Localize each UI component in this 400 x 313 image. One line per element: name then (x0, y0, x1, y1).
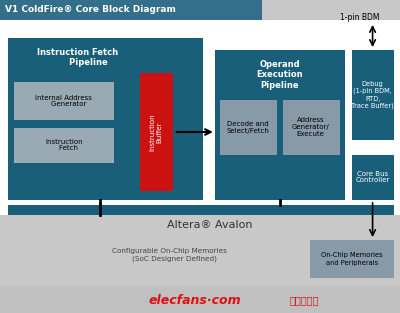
Text: On-Chip Memories
and Peripherals: On-Chip Memories and Peripherals (321, 253, 382, 265)
Text: 电子发烧友: 电子发烧友 (290, 295, 319, 305)
FancyBboxPatch shape (0, 0, 262, 20)
FancyBboxPatch shape (0, 286, 400, 313)
Text: elecfans·com: elecfans·com (148, 294, 241, 306)
FancyBboxPatch shape (283, 100, 340, 155)
Text: Debug
(1-pin BDM,
RTD,
Trace Buffer): Debug (1-pin BDM, RTD, Trace Buffer) (351, 81, 394, 109)
FancyBboxPatch shape (215, 50, 345, 200)
Text: Instruction Fetch
       Pipeline: Instruction Fetch Pipeline (37, 48, 118, 67)
Text: Internal Address
    Generator: Internal Address Generator (36, 95, 92, 107)
FancyBboxPatch shape (14, 82, 114, 120)
Text: 1-pin BDM: 1-pin BDM (340, 13, 379, 23)
Text: Decode and
Select/Fetch: Decode and Select/Fetch (226, 121, 269, 134)
FancyBboxPatch shape (352, 50, 394, 140)
Text: Operand
Execution
Pipeline: Operand Execution Pipeline (256, 60, 303, 90)
Text: Address
Generator/
Execute: Address Generator/ Execute (292, 117, 330, 137)
Text: Instruction
Buffer: Instruction Buffer (150, 113, 163, 151)
FancyBboxPatch shape (0, 20, 400, 215)
Text: Altera® Avalon: Altera® Avalon (167, 220, 252, 230)
FancyBboxPatch shape (8, 38, 203, 200)
FancyBboxPatch shape (310, 240, 394, 278)
Text: Configurable On-Chip Memories
    (SoC Designer Defined): Configurable On-Chip Memories (SoC Desig… (112, 248, 227, 262)
FancyBboxPatch shape (220, 100, 277, 155)
FancyBboxPatch shape (140, 73, 173, 191)
FancyBboxPatch shape (352, 155, 394, 200)
Text: Instruction
    Fetch: Instruction Fetch (45, 138, 83, 151)
Text: Core Bus
Controller: Core Bus Controller (355, 171, 390, 183)
FancyBboxPatch shape (14, 128, 114, 163)
Text: V1 ColdFire® Core Block Diagram: V1 ColdFire® Core Block Diagram (5, 6, 176, 14)
FancyBboxPatch shape (8, 205, 394, 215)
